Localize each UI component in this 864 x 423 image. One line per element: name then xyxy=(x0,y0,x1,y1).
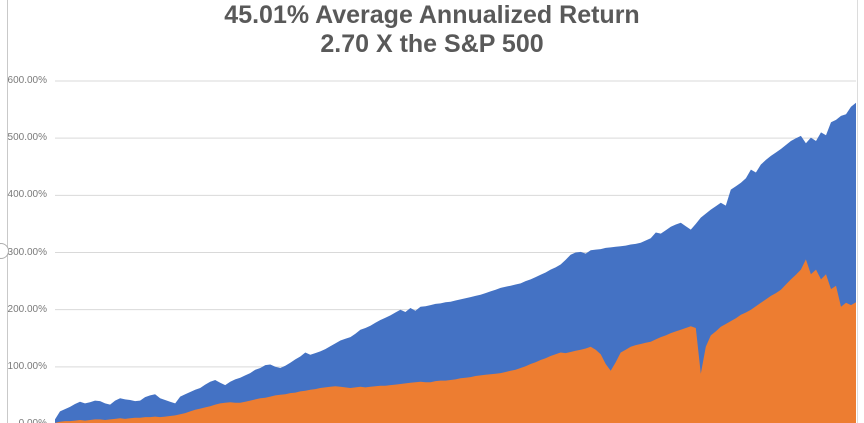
chart-title-line2: 2.70 X the S&P 500 xyxy=(320,30,544,58)
chart-title-line1: 45.01% Average Annualized Return xyxy=(224,1,640,29)
y-tick-label: 600.00% xyxy=(7,75,47,86)
y-tick-label: 0.00% xyxy=(0,418,47,423)
y-tick-label: 400.00% xyxy=(7,189,47,201)
y-tick-label: 100.00% xyxy=(7,360,47,372)
left-frame-edge xyxy=(7,0,8,423)
y-tick-label: 200.00% xyxy=(7,303,47,315)
right-frame-edge xyxy=(857,0,858,423)
orange-area-series xyxy=(55,259,856,423)
y-tick-label: 300.00% xyxy=(7,246,47,258)
chart-title: 45.01% Average Annualized Return 2.70 X … xyxy=(0,1,864,59)
y-tick-label: 500.00% xyxy=(7,132,47,144)
